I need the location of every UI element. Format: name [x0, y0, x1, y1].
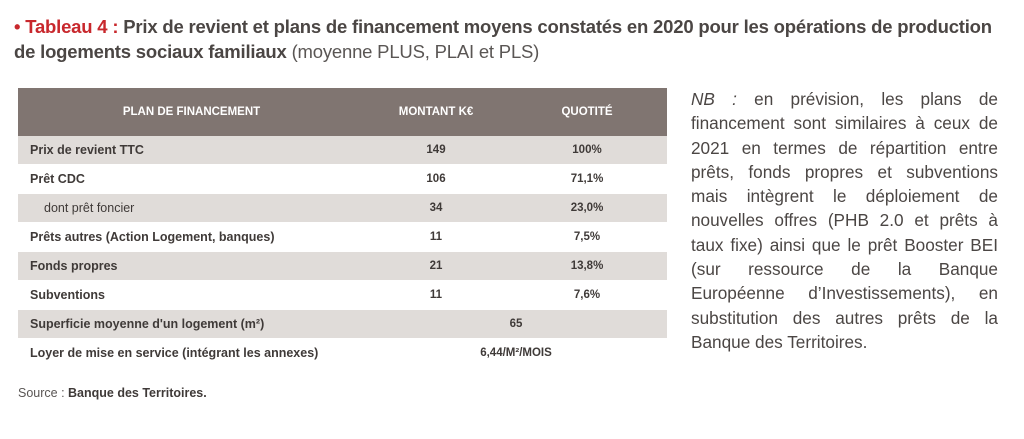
row-label: Fonds propres [18, 251, 365, 281]
nb-label: NB : [691, 89, 737, 109]
row-label: Prêts autres (Action Logement, banques) [18, 222, 365, 252]
row-value: 65 [365, 309, 667, 339]
row-montant: 11 [365, 222, 507, 252]
source-prefix: Source : [18, 386, 69, 400]
table-row: Fonds propres 21 13,8% [18, 251, 667, 281]
row-label: Prix de revient TTC [18, 136, 365, 165]
header-montant: MONTANT K€ [365, 88, 507, 136]
row-value: 6,44/M²/MOIS [365, 338, 667, 368]
table-row: dont prêt foncier 34 23,0% [18, 193, 667, 223]
table-title: • Tableau 4 : Prix de revient et plans d… [14, 14, 1004, 64]
row-quotite: 23,0% [507, 193, 667, 223]
title-note: (moyenne PLUS, PLAI et PLS) [291, 41, 540, 62]
header-plan: PLAN DE FINANCEMENT [18, 88, 365, 136]
row-label: Loyer de mise en service (intégrant les … [18, 338, 365, 368]
table-row: Subventions 11 7,6% [18, 280, 667, 310]
row-montant: 11 [365, 280, 507, 310]
header-quotite: QUOTITÉ [507, 88, 667, 136]
row-quotite: 100% [507, 136, 667, 165]
table-row: Prêts autres (Action Logement, banques) … [18, 222, 667, 252]
table-row: Loyer de mise en service (intégrant les … [18, 338, 667, 368]
row-quotite: 7,5% [507, 222, 667, 252]
row-quotite: 13,8% [507, 251, 667, 281]
source-name: Banque des Territoires. [68, 386, 207, 400]
table-row: Superficie moyenne d'un logement (m²) 65 [18, 309, 667, 339]
table-header-row: PLAN DE FINANCEMENT MONTANT K€ QUOTITÉ [18, 88, 667, 136]
row-montant: 34 [365, 193, 507, 223]
row-montant: 21 [365, 251, 507, 281]
row-label: Superficie moyenne d'un logement (m²) [18, 309, 365, 339]
row-quotite: 7,6% [507, 280, 667, 310]
table-number: • Tableau 4 : [14, 16, 119, 37]
nb-paragraph: NB : en prévision, les plans de financem… [691, 87, 998, 354]
table-row: Prêt CDC 106 71,1% [18, 164, 667, 194]
table-row: Prix de revient TTC 149 100% [18, 136, 667, 165]
nb-text: en prévision, les plans de financement s… [691, 89, 998, 352]
title-main: Prix de revient et plans de financement … [14, 16, 992, 62]
row-montant: 106 [365, 164, 507, 194]
row-label: dont prêt foncier [18, 193, 365, 223]
row-label: Subventions [18, 280, 365, 310]
row-label: Prêt CDC [18, 164, 365, 194]
row-montant: 149 [365, 136, 507, 165]
financing-table: PLAN DE FINANCEMENT MONTANT K€ QUOTITÉ P… [18, 88, 667, 368]
row-quotite: 71,1% [507, 164, 667, 194]
source-note: Source : Banque des Territoires. [18, 386, 207, 400]
